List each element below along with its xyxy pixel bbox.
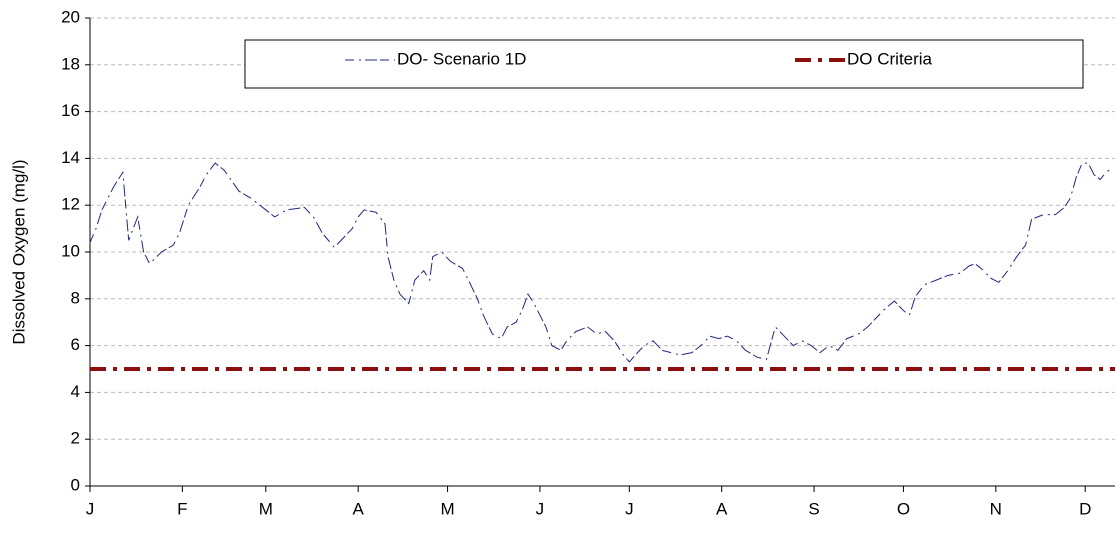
y-axis-label: Dissolved Oxygen (mg/l) bbox=[9, 159, 28, 344]
y-tick-label: 10 bbox=[61, 241, 80, 260]
x-tick-label: A bbox=[352, 499, 364, 518]
x-tick-label: J bbox=[536, 499, 545, 518]
x-tick-label: F bbox=[177, 499, 187, 518]
data-line bbox=[89, 162, 1113, 363]
y-tick-label: 6 bbox=[71, 335, 80, 354]
x-tick-label: J bbox=[86, 499, 95, 518]
x-tick-label: M bbox=[440, 499, 454, 518]
y-tick-label: 2 bbox=[71, 429, 80, 448]
legend-label: DO Criteria bbox=[847, 49, 933, 68]
legend-box bbox=[244, 39, 1084, 89]
y-tick-label: 4 bbox=[71, 382, 80, 401]
legend-label: DO- Scenario 1D bbox=[397, 49, 526, 68]
y-tick-label: 20 bbox=[61, 7, 80, 26]
x-tick-label: O bbox=[897, 499, 910, 518]
y-tick-label: 12 bbox=[61, 195, 80, 214]
x-tick-label: A bbox=[716, 499, 728, 518]
y-tick-label: 0 bbox=[71, 475, 80, 494]
y-tick-label: 8 bbox=[71, 288, 80, 307]
y-tick-label: 18 bbox=[61, 54, 80, 73]
x-tick-label: M bbox=[259, 499, 273, 518]
x-tick-label: S bbox=[808, 499, 819, 518]
y-tick-label: 14 bbox=[61, 148, 80, 167]
y-tick-label: 16 bbox=[61, 101, 80, 120]
x-tick-label: D bbox=[1079, 499, 1091, 518]
x-tick-label: N bbox=[990, 499, 1002, 518]
x-tick-label: J bbox=[625, 499, 634, 518]
